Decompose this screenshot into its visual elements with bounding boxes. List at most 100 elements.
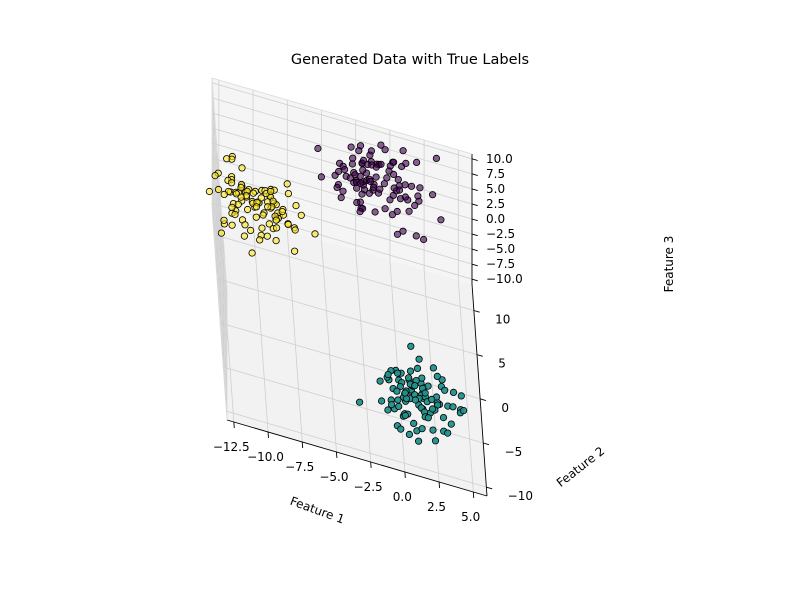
scatter-point — [214, 185, 223, 194]
x-tick-label: 2.5 — [427, 500, 446, 514]
scatter-point — [381, 205, 389, 213]
scatter-point — [252, 203, 261, 211]
scatter-point — [356, 208, 364, 216]
z-tick-label: 0.0 — [486, 212, 505, 226]
y-axis-label: Feature 2 — [554, 444, 607, 490]
y-tick-label: −10 — [508, 489, 533, 503]
scatter-point — [357, 179, 365, 187]
scatter-point — [366, 151, 374, 159]
z-tick — [471, 218, 478, 222]
gridline-z-left — [211, 158, 228, 371]
z-tick-label: 5.0 — [486, 182, 505, 196]
scatter-point — [217, 229, 225, 237]
y-axis-line — [471, 283, 488, 497]
scatter-point — [340, 166, 349, 174]
y-tick-label: 10 — [495, 313, 510, 327]
scatter-point — [257, 194, 265, 202]
x-tick-label: 5.0 — [461, 510, 480, 524]
scatter-point — [459, 406, 468, 415]
gridline-y-floor — [226, 410, 487, 488]
x-tick-label: −12.5 — [213, 440, 250, 454]
scatter-point — [228, 221, 236, 229]
scatter-point — [272, 224, 281, 232]
gridline-z-back — [211, 172, 473, 250]
scatter-point — [263, 232, 271, 240]
gridline-x-floor — [355, 249, 372, 463]
scatter-point — [399, 147, 407, 155]
scatter-point — [291, 226, 299, 234]
scatter-point — [371, 208, 379, 216]
scatter-point — [429, 426, 437, 434]
scatter-point — [314, 144, 322, 153]
y-tick-label: 0 — [501, 401, 509, 415]
z-tick — [471, 158, 478, 161]
scatter-point — [292, 202, 300, 210]
scatter-point — [402, 159, 410, 167]
scatter-point — [389, 170, 398, 178]
scatter-point — [416, 184, 424, 192]
scatter-point — [393, 387, 401, 395]
scatter-point — [380, 180, 388, 188]
gridline-y-floor — [223, 366, 484, 444]
scatter-point — [414, 192, 422, 200]
scatter-point — [234, 200, 242, 208]
scatter-point — [419, 235, 428, 244]
scatter-point — [389, 191, 397, 199]
z-tick — [471, 203, 478, 207]
scatter-point — [393, 369, 402, 377]
z-tick — [471, 248, 478, 252]
z-axis-label: Feature 3 — [662, 236, 676, 293]
y-tick — [476, 354, 483, 357]
gridline-z-left — [211, 112, 228, 325]
scatter-point — [393, 230, 402, 238]
scatter-point — [228, 203, 236, 211]
x-tick-label: −10.0 — [247, 450, 284, 464]
scatter-point — [415, 355, 423, 363]
scatter-point — [264, 203, 272, 211]
scatter-point — [424, 414, 432, 422]
gridline-x-floor — [423, 269, 440, 483]
scatter-point — [237, 193, 245, 201]
scatter-point — [407, 342, 415, 350]
scatter-point — [384, 406, 392, 414]
z-tick-label: 2.5 — [486, 197, 505, 211]
gridline-x-floor — [321, 239, 337, 453]
scatter-point — [429, 364, 437, 372]
scatter-point — [431, 437, 440, 445]
scatter-point — [397, 425, 405, 433]
scatter-point — [284, 190, 292, 198]
scatter-point — [372, 173, 380, 181]
scatter-point — [252, 213, 260, 221]
scatter-point — [248, 249, 256, 257]
scatter-point — [444, 429, 452, 437]
scatter-point — [355, 398, 364, 406]
scatter-point — [355, 147, 363, 155]
z-tick — [471, 278, 478, 282]
scatter-point — [220, 216, 228, 224]
scatter-point — [249, 189, 257, 197]
scatter-point — [405, 430, 413, 438]
gridline-x-floor — [457, 279, 474, 493]
scatter-point — [388, 211, 396, 219]
scatter-point — [441, 386, 449, 394]
pane-edge — [211, 207, 228, 421]
scatter-point — [411, 201, 419, 210]
gridline-y-floor — [216, 278, 478, 356]
gridline-z-left — [211, 97, 228, 310]
scatter-point — [290, 247, 299, 255]
gridline-z-back — [211, 82, 473, 160]
scatter-point — [366, 177, 375, 186]
scatter-point — [411, 396, 419, 404]
scatter-point — [377, 141, 385, 149]
scatter-point — [449, 403, 457, 411]
scatter-point — [394, 396, 402, 404]
scatter-point — [240, 232, 248, 240]
scatter-point — [334, 167, 343, 176]
scatter-point — [401, 411, 409, 420]
pane-edge — [211, 77, 228, 291]
scatter-point — [433, 372, 441, 380]
scatter-point — [228, 179, 236, 187]
scatter-point — [396, 195, 405, 203]
scatter-point — [348, 160, 356, 168]
x-tick-label: −2.5 — [354, 480, 383, 494]
